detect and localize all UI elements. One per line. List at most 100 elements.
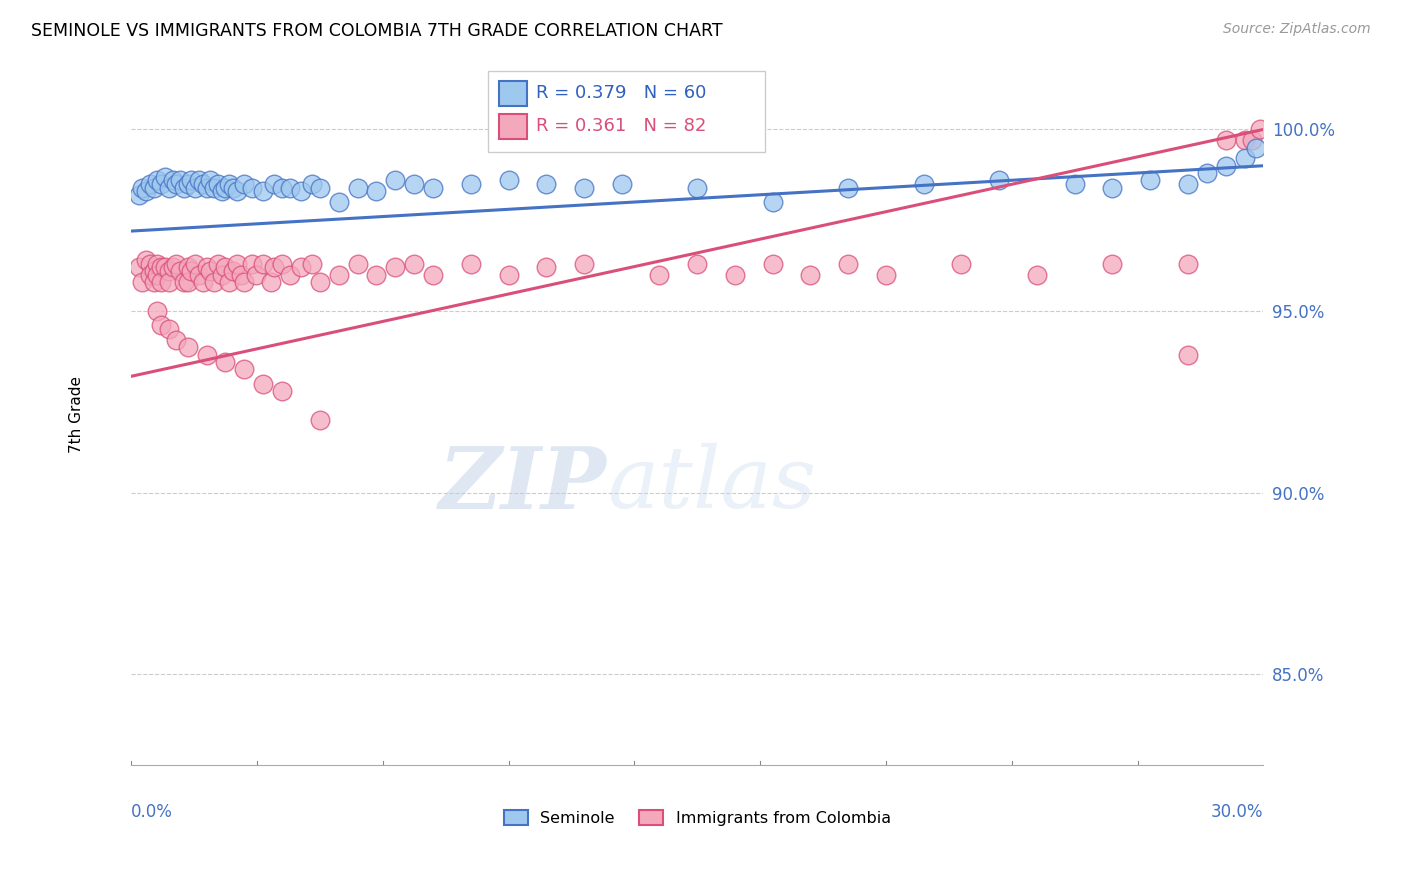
Point [139,177,162,191]
Point [128,187,150,202]
Point [146,268,169,282]
Point [153,260,176,275]
Point [153,169,176,184]
Point [157,180,180,194]
Point [290,184,312,198]
Point [176,275,198,289]
Point [135,253,157,268]
Point [724,268,747,282]
Text: 0.0%: 0.0% [131,804,173,822]
Point [165,177,187,191]
Text: atlas: atlas [606,443,815,526]
Point [328,268,350,282]
Point [207,177,229,191]
Point [1177,177,1199,191]
Point [162,173,184,187]
Point [184,257,207,271]
Text: 30.0%: 30.0% [1211,804,1264,822]
Point [184,180,207,194]
Point [150,177,173,191]
Point [202,180,225,194]
Point [404,177,426,191]
Point [762,257,785,271]
Point [135,184,157,198]
Point [169,264,191,278]
Point [146,304,169,318]
Point [1249,122,1271,136]
Text: 7th Grade: 7th Grade [69,376,84,453]
Point [422,180,444,194]
Point [195,180,218,194]
Point [146,173,169,187]
Point [1101,257,1123,271]
Point [157,275,180,289]
Point [308,275,330,289]
Point [260,275,283,289]
Point [180,264,202,278]
Point [233,275,256,289]
Point [1241,133,1264,147]
Point [139,268,162,282]
Point [214,260,236,275]
Text: Source: ZipAtlas.com: Source: ZipAtlas.com [1223,22,1371,37]
Point [686,257,709,271]
Point [346,180,368,194]
Point [1063,177,1085,191]
Point [195,260,218,275]
Point [142,180,165,194]
Point [1139,173,1161,187]
Point [240,180,263,194]
Point [222,264,245,278]
Point [837,180,859,194]
Point [988,173,1011,187]
Point [252,184,274,198]
Point [572,257,595,271]
Point [173,180,195,194]
Point [384,260,406,275]
Point [366,184,388,198]
Point [233,177,256,191]
Point [150,260,173,275]
Point [460,177,482,191]
Point [211,268,233,282]
FancyBboxPatch shape [499,81,527,106]
Point [169,173,191,187]
Point [128,260,150,275]
Point [229,268,252,282]
Point [225,257,247,271]
Text: ZIP: ZIP [439,442,606,526]
Point [162,260,184,275]
Point [1177,257,1199,271]
Point [384,173,406,187]
Point [252,257,274,271]
Point [328,194,350,209]
Point [200,264,222,278]
Point [180,173,202,187]
Point [176,260,198,275]
Point [498,268,520,282]
Point [191,275,214,289]
Point [139,257,162,271]
Point [422,268,444,282]
Point [278,268,301,282]
Point [271,384,294,398]
Point [188,173,211,187]
Point [610,177,633,191]
Point [686,180,709,194]
Point [211,184,233,198]
Point [176,340,198,354]
Point [1026,268,1049,282]
Point [1233,152,1256,166]
Point [271,180,294,194]
Point [648,268,671,282]
Point [157,322,180,336]
Point [252,376,274,391]
Point [278,180,301,194]
Point [912,177,935,191]
Point [202,275,225,289]
Point [131,180,153,194]
Point [498,173,520,187]
Point [218,275,240,289]
Point [1233,133,1256,147]
Point [150,318,173,333]
